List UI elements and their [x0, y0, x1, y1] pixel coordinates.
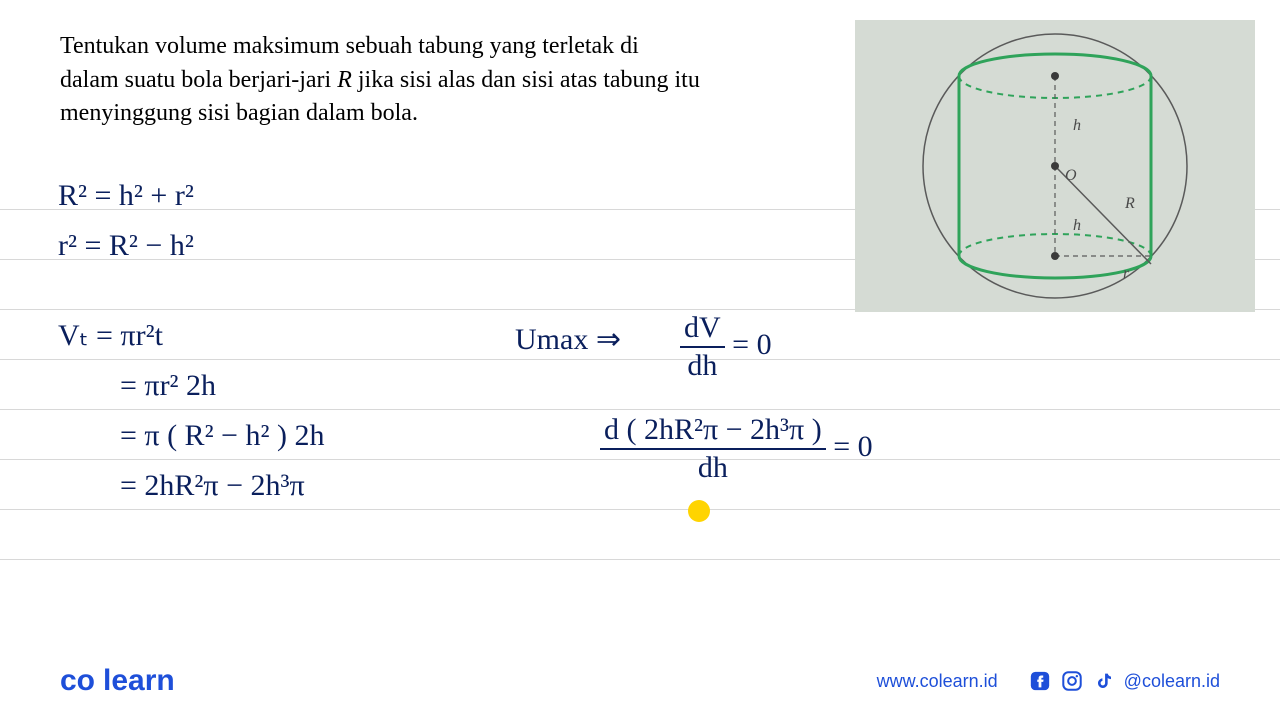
hw-dv-num: dV — [680, 310, 725, 348]
figure-svg: h h O R r — [855, 20, 1255, 312]
hw-vt2: = πr² 2h — [120, 368, 216, 404]
problem-line2a: dalam suatu bola berjari-jari — [60, 67, 337, 93]
hw-vt4: = 2hR²π − 2h³π — [120, 468, 305, 504]
hw-eqzero2: = 0 — [826, 430, 873, 463]
logo-part-b: learn — [103, 664, 175, 697]
hw-eq2: r² = R² − h² — [58, 228, 194, 264]
hw-deriv-den: dh — [600, 450, 826, 486]
footer-handle: @colearn.id — [1124, 671, 1220, 692]
problem-line3: menyinggung sisi bagian dalam bola. — [60, 100, 418, 126]
cursor-dot — [688, 500, 710, 522]
figure-cylinder-in-sphere: h h O R r — [855, 20, 1255, 312]
hw-eq1: R² = h² + r² — [58, 178, 194, 214]
tiktok-icon — [1092, 669, 1116, 693]
footer: colearn www.colearn.id @colearn.id — [0, 664, 1280, 698]
problem-R: R — [337, 67, 352, 93]
hw-dvdn: dV dh = 0 — [680, 310, 772, 384]
instagram-icon — [1060, 669, 1084, 693]
hw-umax: Umax ⇒ — [515, 322, 621, 358]
hw-vt3: = π ( R² − h² ) 2h — [120, 418, 324, 454]
figure-label-h-bottom: h — [1073, 217, 1081, 234]
facebook-icon — [1028, 669, 1052, 693]
hw-dv-den: dh — [680, 348, 725, 384]
socials: @colearn.id — [1028, 669, 1220, 693]
logo: colearn — [60, 664, 175, 698]
footer-right: www.colearn.id @colearn.id — [877, 669, 1220, 693]
problem-line2b: jika sisi alas dan sisi atas tabung itu — [352, 67, 700, 93]
figure-label-O: O — [1065, 167, 1077, 184]
problem-line1: Tentukan volume maksimum sebuah tabung y… — [60, 33, 639, 59]
problem-text: Tentukan volume maksimum sebuah tabung y… — [60, 30, 810, 131]
hw-vt1: Vₜ = πr²t — [58, 318, 163, 354]
hw-eqzero: = 0 — [725, 328, 772, 361]
logo-part-a: co — [60, 664, 95, 697]
figure-label-R: R — [1124, 195, 1135, 212]
figure-label-r: r — [1123, 265, 1130, 282]
hw-deriv: d ( 2hR²π − 2h³π ) dh = 0 — [600, 412, 873, 486]
figure-label-h-top: h — [1073, 117, 1081, 134]
footer-url: www.colearn.id — [877, 671, 998, 692]
hw-deriv-num: d ( 2hR²π − 2h³π ) — [600, 412, 826, 450]
